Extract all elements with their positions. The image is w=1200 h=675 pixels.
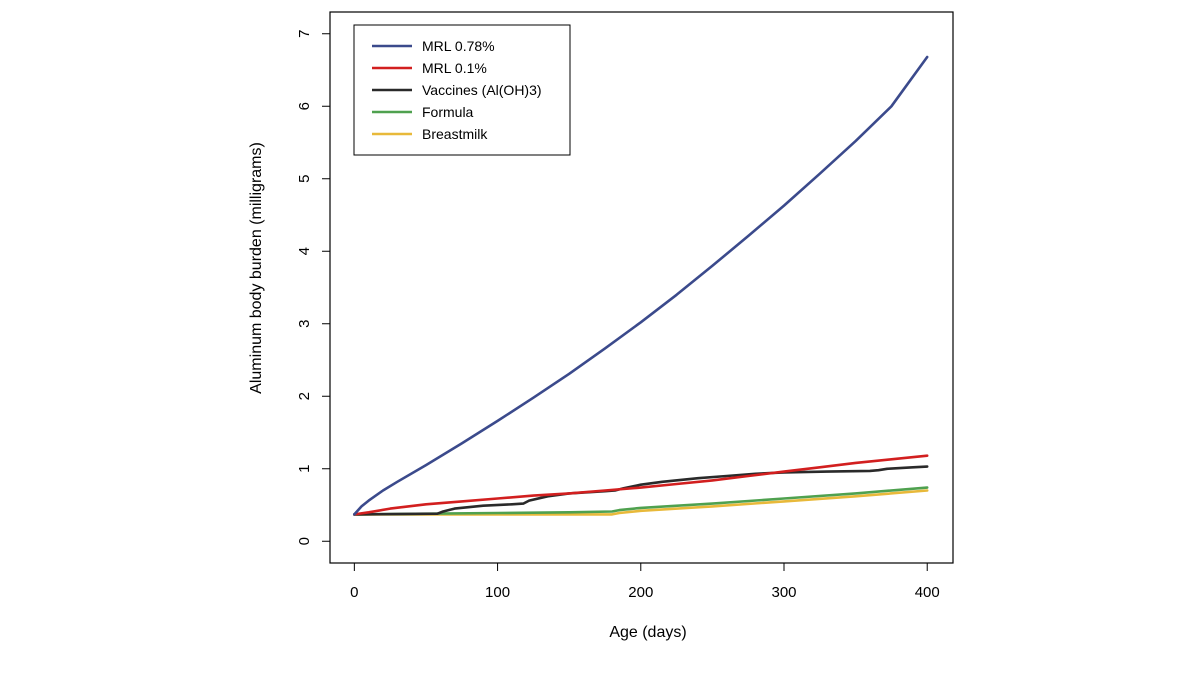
y-tick-label: 0 xyxy=(296,537,313,545)
y-tick-label: 7 xyxy=(296,30,313,38)
x-axis-label: Age (days) xyxy=(609,624,686,641)
legend-items: MRL 0.78% MRL 0.1% Vaccines (Al(OH)3) Formu… xyxy=(372,38,542,142)
series-layer xyxy=(353,55,929,516)
legend: MRL 0.78% MRL 0.1% Vaccines (Al(OH)3) Formu… xyxy=(353,24,571,156)
series-line-mrl-0-1 xyxy=(353,454,929,516)
legend-label: MRL 0.1% xyxy=(422,60,487,76)
x-tick-label: 300 xyxy=(771,584,796,601)
x-tick-label: 400 xyxy=(915,584,940,601)
legend-label: Breastmilk xyxy=(422,126,488,142)
y-tick-label: 1 xyxy=(296,465,313,473)
x-tick-label: 100 xyxy=(485,584,510,601)
series-line-mrl-0-78 xyxy=(353,55,929,516)
legend-label: Vaccines (Al(OH)3) xyxy=(422,82,542,98)
y-tick-label: 5 xyxy=(296,175,313,183)
plot-frame xyxy=(329,11,954,564)
y-tick-label: 4 xyxy=(296,247,313,255)
x-tick-label: 200 xyxy=(628,584,653,601)
x-axis: 0 100 200 300 400 xyxy=(350,563,940,601)
y-tick-label: 3 xyxy=(296,320,313,328)
y-tick-label: 6 xyxy=(296,102,313,110)
y-axis-label: Aluminum body burden (milligrams) xyxy=(248,142,265,394)
y-tick-label: 2 xyxy=(296,392,313,400)
y-axis: 0 1 2 3 4 5 6 7 xyxy=(296,30,330,545)
series-line-formula xyxy=(353,486,929,516)
x-tick-label: 0 xyxy=(350,584,358,601)
legend-label: MRL 0.78% xyxy=(422,38,495,54)
legend-label: Formula xyxy=(422,104,474,120)
